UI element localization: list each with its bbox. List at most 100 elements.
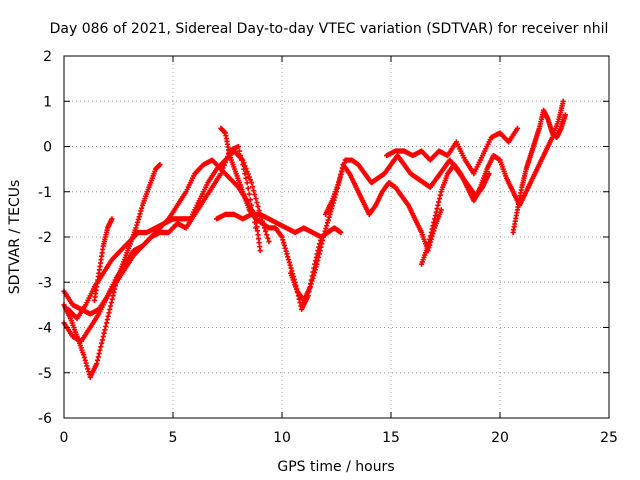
series-arc-j	[384, 125, 521, 177]
data-point	[83, 360, 89, 366]
data-point	[325, 217, 331, 223]
data-point	[341, 160, 348, 166]
data-point	[315, 258, 321, 264]
data-point	[326, 214, 332, 220]
data-point	[514, 125, 521, 131]
data-point	[297, 300, 303, 306]
data-point	[95, 354, 101, 360]
data-point	[94, 361, 100, 367]
data-point	[281, 242, 288, 249]
data-point	[82, 357, 88, 363]
data-point	[282, 245, 288, 251]
data-point	[257, 247, 263, 254]
chart-title: Day 086 of 2021, Sidereal Day-to-day VTE…	[50, 21, 609, 37]
data-point	[436, 195, 443, 202]
data-point	[437, 192, 443, 198]
data-point	[235, 143, 241, 150]
data-point	[310, 275, 316, 281]
x-tick-label: 10	[273, 430, 291, 446]
data-point	[426, 240, 432, 246]
data-point	[309, 278, 315, 284]
y-tick-label: -6	[38, 411, 52, 427]
y-tick-label: -4	[38, 321, 52, 337]
data-series	[61, 98, 568, 380]
data-point	[266, 238, 272, 245]
data-point	[81, 354, 88, 361]
data-point	[243, 165, 249, 172]
data-point	[283, 248, 289, 254]
x-tick-label: 15	[382, 430, 400, 446]
data-point	[317, 247, 323, 254]
data-point	[103, 323, 109, 329]
y-tick-label: -3	[38, 275, 52, 291]
data-point	[100, 333, 106, 340]
data-point	[288, 265, 294, 271]
data-point	[336, 177, 343, 183]
data-point	[135, 216, 141, 223]
data-point	[99, 337, 106, 343]
data-point	[252, 191, 258, 198]
data-point	[314, 261, 320, 267]
y-tick-labels: -6 -5 -4 -3 -2 -1 0 1 2	[38, 49, 52, 427]
data-point	[106, 310, 112, 316]
y-axis-label: SDTVAR / TECUs	[7, 180, 23, 295]
data-point	[312, 267, 318, 273]
data-point	[320, 237, 326, 243]
data-point	[425, 243, 431, 249]
data-point	[263, 228, 269, 234]
data-point	[308, 281, 314, 287]
data-point	[324, 220, 331, 226]
axis-ticks	[63, 55, 610, 419]
data-point	[243, 175, 249, 181]
data-point	[133, 225, 139, 231]
data-point	[139, 205, 145, 211]
x-tick-label: 25	[600, 430, 618, 446]
x-tick-label: 20	[491, 430, 509, 446]
y-tick-label: 0	[43, 140, 52, 156]
data-point	[108, 300, 115, 306]
data-point	[236, 148, 243, 154]
data-point	[340, 165, 346, 172]
data-point	[246, 191, 252, 197]
data-point	[134, 219, 141, 225]
data-point	[96, 350, 102, 357]
data-point	[247, 197, 253, 203]
data-point	[311, 270, 318, 276]
y-tick-label: -1	[38, 185, 52, 201]
data-point	[285, 257, 292, 263]
data-point	[320, 234, 327, 240]
data-point	[311, 272, 317, 279]
data-point	[562, 112, 568, 118]
data-point	[157, 162, 163, 168]
data-point	[85, 366, 91, 372]
data-point	[242, 163, 248, 169]
series-arc-a	[61, 162, 163, 380]
data-point	[99, 340, 105, 346]
series-arc-l	[510, 107, 568, 236]
data-point	[327, 211, 333, 217]
data-point	[109, 216, 115, 222]
data-point	[107, 306, 113, 312]
x-tick-labels: 0 5 10 15 20 25	[60, 430, 618, 446]
data-point	[435, 202, 441, 208]
data-point	[244, 180, 250, 186]
data-point	[340, 163, 347, 169]
data-point	[279, 234, 285, 240]
data-point	[322, 228, 328, 234]
data-point	[97, 347, 103, 353]
data-point	[255, 203, 261, 210]
data-point	[245, 171, 251, 177]
data-point	[248, 180, 255, 186]
data-point	[436, 199, 442, 205]
data-point	[81, 352, 87, 358]
data-point	[287, 262, 293, 268]
data-point	[337, 174, 343, 180]
data-point	[281, 240, 287, 246]
data-point	[430, 223, 436, 229]
data-point	[560, 98, 566, 104]
data-point	[245, 185, 251, 191]
data-point	[110, 293, 116, 299]
data-point	[428, 229, 434, 236]
y-tick-label: 2	[43, 49, 52, 65]
data-point	[432, 212, 439, 219]
